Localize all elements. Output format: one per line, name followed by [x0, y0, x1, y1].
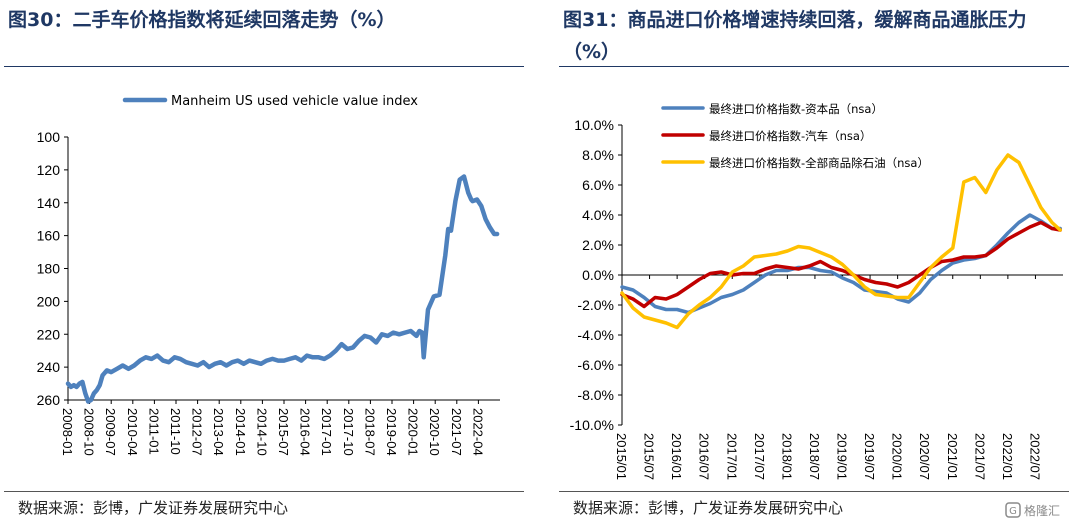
legend-label: 最终进口价格指数-资本品（nsa） — [709, 102, 883, 116]
y-tick-label: 100 — [37, 129, 61, 145]
y-tick-label: 0.0% — [582, 267, 614, 283]
title-divider — [559, 66, 1069, 67]
y-tick-label: 6.0% — [582, 177, 614, 193]
y-tick-label: -8.0% — [577, 387, 614, 403]
x-tick-label: 2010-04 — [125, 408, 140, 456]
x-tick-label: 2016-04 — [298, 408, 313, 456]
title-divider — [4, 66, 524, 67]
x-tick-label: 2013-04 — [211, 408, 226, 456]
y-tick-label: 200 — [37, 293, 61, 309]
y-tick-label: -4.0% — [577, 327, 614, 343]
watermark-logo-graphic: G 格隆汇 — [1005, 502, 1060, 518]
source-note: 数据来源：彭博，广发证券发展研究中心 — [18, 499, 289, 517]
x-tick-label: 2022/01 — [1000, 433, 1015, 480]
x-tick-label: 2016/01 — [669, 433, 684, 480]
x-tick-label: 2019/07 — [862, 433, 877, 480]
y-tick-label: 120 — [37, 162, 61, 178]
x-tick-label: 2020/01 — [890, 433, 905, 480]
x-tick-label: 2022-04 — [470, 408, 485, 456]
series-line — [620, 153, 1062, 330]
y-tick-label: 4.0% — [582, 207, 614, 223]
y-tick-label: 10.0% — [574, 117, 614, 133]
x-tick-label: 2017-10 — [341, 408, 356, 456]
svg-text:G: G — [1009, 506, 1017, 517]
x-tick-label: 2011-10 — [168, 408, 183, 455]
source-note: 数据来源：彭博，广发证券发展研究中心 — [573, 499, 844, 517]
y-tick-label: 180 — [37, 261, 61, 277]
x-tick-label: 2017/01 — [724, 433, 739, 480]
x-tick-label: 2019-04 — [384, 408, 399, 456]
x-tick-label: 2019/01 — [835, 433, 850, 480]
y-tick-label: 2.0% — [582, 237, 614, 253]
panel-right: 图31：商品进口价格增速持续回落，缓解商品通胀压力（%） 10.0% 8.0% 6.… — [555, 0, 1080, 525]
x-tick-label: 2012-07 — [190, 408, 205, 456]
x-tick-label: 2014-01 — [233, 408, 248, 456]
x-tick-label: 2015/07 — [642, 433, 657, 480]
x-tick-label: 2021/07 — [972, 433, 987, 480]
footer-divider — [4, 491, 524, 492]
x-tick-label: 2021-07 — [449, 408, 464, 456]
x-tick-label: 2015-07 — [276, 408, 291, 456]
chart-right: 10.0% 8.0% 6.0% 4.0% 2.0% 0.0% -2.0% -4.0% -6.0%… — [570, 102, 1063, 480]
x-tick-label: 2017/07 — [752, 433, 767, 480]
x-tick-label: 2008-01 — [60, 408, 75, 456]
x-tick-label: 2015/01 — [614, 433, 629, 480]
legend-label: Manheim US used vehicle value index — [171, 94, 418, 109]
x-tick-label: 2020/07 — [917, 433, 932, 480]
x-tick-label: 2014-10 — [254, 408, 269, 456]
x-tick-label: 2017-01 — [319, 408, 334, 456]
x-tick-label: 2020-10 — [427, 408, 442, 456]
x-tick-label: 2020-01 — [406, 408, 421, 456]
y-tick-label: -10.0% — [570, 417, 614, 433]
x-tick-label: 2018/07 — [807, 433, 822, 480]
y-tick-label: 260 — [37, 392, 61, 408]
svg-text:格隆汇: 格隆汇 — [1024, 503, 1060, 518]
y-tick-label: -6.0% — [577, 357, 614, 373]
watermark-logo: G 格隆汇 — [1004, 500, 1074, 520]
x-tick-label: 2018/01 — [779, 433, 794, 480]
y-tick-label: 8.0% — [582, 147, 614, 163]
x-tick-label: 2018-07 — [362, 408, 377, 456]
legend-label: 最终进口价格指数-汽车（nsa） — [709, 129, 871, 143]
y-tick-label: 220 — [37, 326, 61, 342]
y-tick-label: 140 — [37, 195, 61, 211]
x-tick-label: 2009-07 — [103, 408, 118, 456]
y-tick-label: 160 — [37, 228, 61, 244]
chart-title: 图31：商品进口价格增速持续回落，缓解商品通胀压力（%） — [563, 9, 1027, 63]
footer-divider — [559, 491, 1069, 492]
y-tick-label: -2.0% — [577, 297, 614, 313]
x-tick-label: 2022/07 — [1027, 433, 1042, 480]
x-tick-label: 2021/01 — [945, 433, 960, 480]
series-line — [65, 174, 500, 404]
x-tick-label: 2011-01 — [146, 408, 161, 455]
x-tick-label: 2008-10 — [82, 408, 97, 456]
chart-title: 图30：二手车价格指数将延续回落走势（%） — [8, 9, 396, 31]
series-line — [620, 220, 1062, 309]
y-tick-label: 240 — [37, 359, 61, 375]
legend-label: 最终进口价格指数-全部商品除石油（nsa） — [709, 156, 929, 170]
x-tick-label: 2016/07 — [697, 433, 712, 480]
panel-left: 图30：二手车价格指数将延续回落走势（%） 100 120 140 160 180 200… — [4, 9, 524, 517]
